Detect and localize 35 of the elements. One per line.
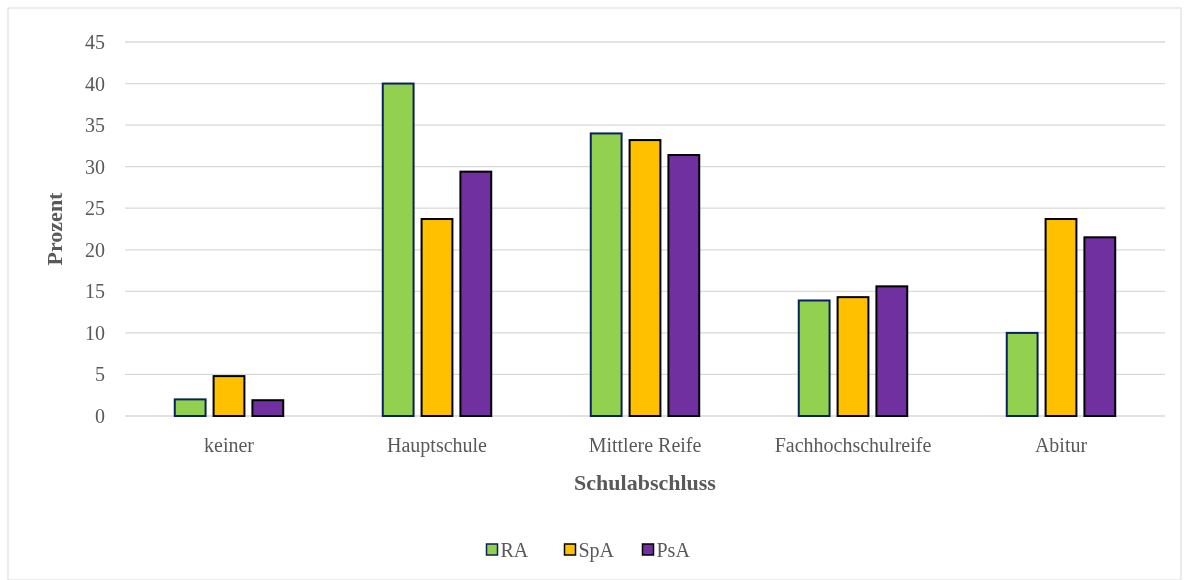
bar [589, 132, 623, 417]
y-tick-label: 40 [85, 72, 105, 95]
bar [251, 399, 285, 417]
bar [173, 398, 207, 417]
x-tick-label: Fachhochschulreife [774, 434, 932, 456]
y-tick-label: 20 [85, 238, 105, 261]
legend-label: SpA [578, 539, 615, 562]
y-tick-label: 25 [85, 197, 105, 220]
legend-label: RA [500, 539, 529, 561]
x-axis-title: Schulabschluss [574, 470, 717, 495]
bar [1005, 331, 1039, 417]
x-tick-label: Abitur [1034, 434, 1088, 456]
y-tick-label: 30 [85, 155, 105, 178]
y-tick-label: 5 [95, 363, 105, 386]
bar [628, 139, 662, 417]
bar [381, 82, 415, 417]
y-tick-label: 0 [95, 405, 105, 427]
bar [420, 218, 454, 417]
y-tick-label: 35 [85, 114, 105, 137]
bar [1083, 236, 1117, 417]
x-tick-label: keiner [204, 434, 255, 456]
y-tick-label: 15 [85, 280, 105, 303]
y-tick-label: 10 [85, 321, 105, 344]
legend-label: PsA [656, 539, 691, 561]
y-tick-label: 45 [85, 31, 105, 53]
bar [875, 285, 909, 417]
bar [212, 375, 246, 417]
bar [797, 299, 831, 417]
x-tick-label: Mittlere Reife [588, 434, 702, 456]
y-axis-title: Prozent [42, 191, 67, 266]
bar [459, 170, 493, 417]
bar [667, 154, 701, 417]
bar [1044, 218, 1078, 417]
bar [836, 296, 870, 417]
x-tick-label: Hauptschule [387, 434, 488, 457]
